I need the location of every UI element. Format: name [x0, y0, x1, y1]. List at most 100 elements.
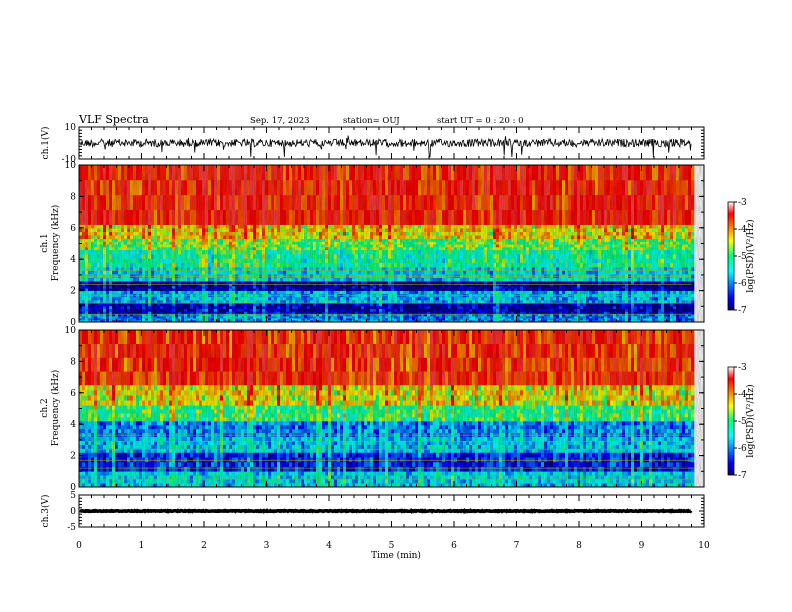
spectrogram-cell — [319, 179, 323, 196]
spectrogram-cell — [361, 290, 365, 295]
spectrogram-cell — [322, 235, 326, 240]
spectrogram-cell — [406, 179, 410, 196]
ch1-spectrogram-heatmap — [79, 165, 704, 323]
spectrogram-cell — [238, 290, 242, 295]
spectrogram-cell — [205, 288, 209, 291]
spectrogram-cell — [349, 249, 353, 255]
spectrogram-cell — [469, 179, 473, 196]
spectrogram-cell — [322, 314, 326, 317]
spectrogram-cell — [421, 320, 425, 323]
spectrogram-cell — [175, 277, 179, 282]
spectrogram-cell — [91, 320, 95, 323]
spectrogram-cell — [181, 281, 185, 284]
spectrogram-cell — [403, 288, 407, 291]
spectrogram-cell — [340, 244, 344, 248]
spectrogram-cell — [199, 249, 203, 255]
spectrogram-cell — [262, 209, 266, 225]
spectrogram-cell — [484, 194, 488, 211]
spectrogram-cell — [85, 194, 89, 211]
spectrogram-cell — [436, 235, 440, 240]
spectrogram-cell — [193, 285, 197, 289]
spectrogram-cell — [193, 290, 197, 295]
spectrogram-cell — [226, 318, 230, 321]
spectrogram-cell — [328, 254, 332, 259]
spectrogram-cell — [145, 274, 149, 278]
spectrogram-cell — [268, 228, 272, 233]
spectrogram-cell — [328, 318, 332, 321]
spectrogram-cell — [283, 209, 287, 225]
spectrogram-cell — [139, 244, 143, 248]
spectrogram-cell — [376, 314, 380, 317]
spectrogram-cell — [373, 209, 377, 225]
spectrogram-cell — [382, 311, 386, 315]
spectrogram-cell — [364, 316, 368, 319]
spectrogram-cell — [250, 308, 254, 312]
spectrogram-cell — [358, 241, 362, 245]
spectrogram-cell — [97, 305, 101, 309]
spectrogram-cell — [361, 308, 365, 312]
spectrogram-cell — [256, 247, 260, 251]
spectrogram-cell — [397, 244, 401, 248]
spectrogram-cell — [238, 308, 242, 312]
spectrogram-cell — [142, 277, 146, 282]
spectrogram-cell — [235, 308, 239, 312]
spectrogram-cell — [208, 238, 212, 242]
spectrogram-cell — [430, 288, 434, 291]
spectrogram-cell — [124, 303, 128, 307]
spectrogram-cell — [292, 209, 296, 225]
spectrogram-cell — [235, 281, 239, 284]
spectrogram-cell — [277, 290, 281, 295]
spectrogram-cell — [418, 247, 422, 251]
spectrogram-cell — [133, 267, 137, 271]
spectrogram-cell — [157, 194, 161, 211]
spectrogram-cell — [205, 244, 209, 248]
spectrogram-cell — [427, 247, 431, 251]
spectrogram-cell — [340, 179, 344, 196]
spectrogram-cell — [259, 241, 263, 245]
spectrogram-cell — [205, 209, 209, 225]
spectrogram-cell — [100, 262, 104, 268]
spectrogram-cell — [226, 274, 230, 278]
spectrogram-cell — [286, 194, 290, 211]
spectrogram-cell — [394, 314, 398, 317]
spectrogram-cell — [280, 296, 284, 301]
spectrogram-cell — [490, 277, 494, 282]
spectrogram-cell — [109, 274, 113, 278]
spectrogram-cell — [199, 290, 203, 295]
spectrogram-cell — [82, 241, 86, 245]
spectrogram-cell — [274, 303, 278, 307]
spectrogram-cell — [310, 270, 314, 275]
spectrogram-cell — [334, 238, 338, 242]
spectrogram-cell — [106, 283, 110, 287]
spectrogram-cell — [349, 228, 353, 233]
spectrogram-cell — [307, 281, 311, 284]
spectrogram-cell — [346, 238, 350, 242]
spectrogram-cell — [217, 179, 221, 196]
spectrogram-cell — [460, 231, 464, 236]
spectrogram-cell — [430, 194, 434, 211]
spectrogram-cell — [190, 308, 194, 312]
spectrogram-cell — [322, 305, 326, 309]
spectrogram-cell — [199, 235, 203, 240]
spectrogram-cell — [466, 274, 470, 278]
spectrogram-cell — [391, 258, 395, 264]
spectrogram-cell — [361, 267, 365, 271]
spectrogram-cell — [424, 209, 428, 225]
spectrogram-cell — [139, 281, 143, 284]
spectrogram-cell — [136, 288, 140, 291]
spectrogram-cell — [466, 267, 470, 271]
spectrogram-cell — [358, 314, 362, 317]
spectrogram-cell — [127, 247, 131, 251]
spectrogram-cell — [274, 235, 278, 240]
spectrogram-cell — [238, 247, 242, 251]
spectrogram-cell — [124, 238, 128, 242]
spectrogram-cell — [484, 300, 488, 304]
spectrogram-cell — [283, 238, 287, 242]
spectrogram-cell — [121, 194, 125, 211]
spectrogram-cell — [109, 320, 113, 323]
spectrogram-cell — [355, 305, 359, 309]
spectrogram-cell — [388, 231, 392, 236]
spectrogram-cell — [160, 249, 164, 255]
spectrogram-cell — [418, 311, 422, 315]
spectrogram-cell — [283, 270, 287, 275]
